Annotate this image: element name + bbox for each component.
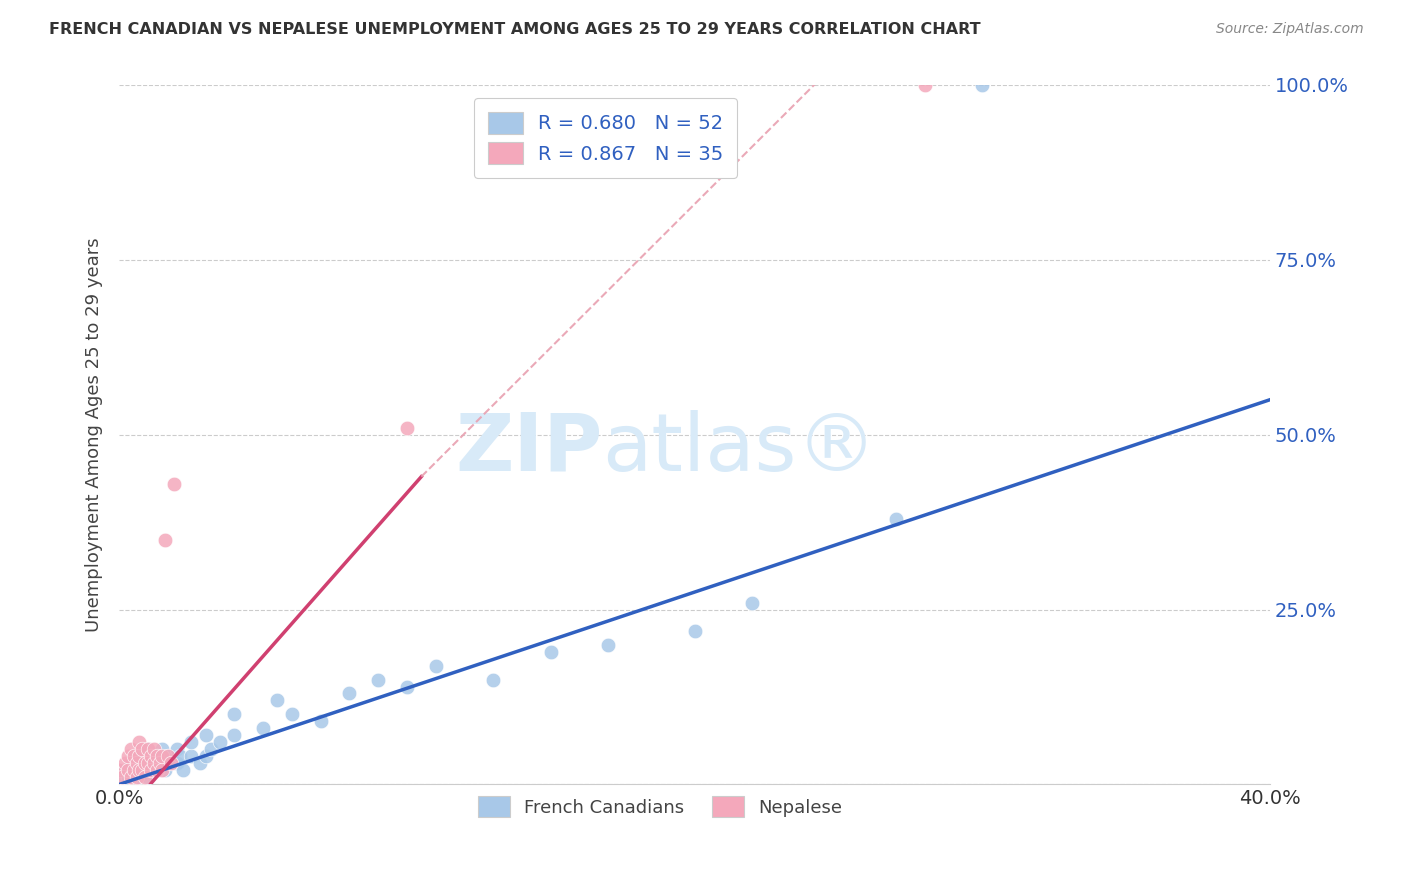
Point — [339, 686, 361, 700]
Point — [136, 764, 159, 778]
Text: atlas®: atlas® — [603, 409, 877, 488]
Point — [136, 771, 159, 785]
Point — [914, 78, 936, 92]
Point — [266, 693, 288, 707]
Point — [148, 764, 170, 778]
Point — [148, 756, 170, 771]
Point — [142, 764, 165, 778]
Point — [142, 742, 165, 756]
Point — [128, 771, 150, 785]
Point — [134, 756, 156, 771]
Text: Source: ZipAtlas.com: Source: ZipAtlas.com — [1216, 22, 1364, 37]
Point — [425, 658, 447, 673]
Point — [136, 756, 159, 771]
Y-axis label: Unemployment Among Ages 25 to 29 years: Unemployment Among Ages 25 to 29 years — [86, 237, 103, 632]
Point — [540, 644, 562, 658]
Legend: French Canadians, Nepalese: French Canadians, Nepalese — [471, 789, 849, 824]
Point — [139, 764, 162, 778]
Point — [111, 771, 134, 785]
Point — [166, 742, 188, 756]
Point — [152, 764, 174, 778]
Point — [134, 771, 156, 785]
Point — [145, 749, 167, 764]
Point — [180, 735, 202, 749]
Point — [134, 764, 156, 778]
Point — [128, 735, 150, 749]
Point — [122, 764, 145, 778]
Point — [281, 707, 304, 722]
Point — [172, 764, 194, 778]
Point — [117, 764, 139, 778]
Point — [108, 764, 131, 778]
Point — [136, 742, 159, 756]
Point — [741, 596, 763, 610]
Point — [117, 749, 139, 764]
Point — [252, 722, 274, 736]
Point — [160, 756, 183, 771]
Point — [125, 756, 148, 771]
Point — [122, 749, 145, 764]
Point — [169, 749, 191, 764]
Point — [194, 749, 217, 764]
Point — [120, 771, 142, 785]
Point — [114, 764, 136, 778]
Point — [125, 756, 148, 771]
Point — [208, 735, 231, 749]
Point — [224, 707, 246, 722]
Point — [180, 749, 202, 764]
Point — [131, 742, 153, 756]
Point — [136, 742, 159, 756]
Point — [155, 533, 177, 547]
Point — [131, 749, 153, 764]
Point — [683, 624, 706, 638]
Point — [367, 673, 389, 687]
Point — [598, 638, 620, 652]
Point — [395, 680, 418, 694]
Point — [972, 78, 994, 92]
Point — [145, 756, 167, 771]
Point — [157, 749, 180, 764]
Point — [157, 749, 180, 764]
Point — [120, 742, 142, 756]
Point — [142, 749, 165, 764]
Point — [142, 756, 165, 771]
Point — [160, 756, 183, 771]
Point — [163, 476, 186, 491]
Point — [152, 756, 174, 771]
Point — [122, 764, 145, 778]
Point — [152, 742, 174, 756]
Point — [136, 756, 159, 771]
Point — [152, 749, 174, 764]
Point — [155, 764, 177, 778]
Point — [188, 756, 211, 771]
Point — [145, 764, 167, 778]
Point — [117, 771, 139, 785]
Point — [128, 749, 150, 764]
Point — [131, 764, 153, 778]
Point — [200, 742, 222, 756]
Point — [111, 771, 134, 785]
Point — [395, 420, 418, 434]
Point — [884, 511, 907, 525]
Text: FRENCH CANADIAN VS NEPALESE UNEMPLOYMENT AMONG AGES 25 TO 29 YEARS CORRELATION C: FRENCH CANADIAN VS NEPALESE UNEMPLOYMENT… — [49, 22, 981, 37]
Point — [224, 729, 246, 743]
Point — [309, 714, 332, 729]
Point — [125, 771, 148, 785]
Point — [166, 756, 188, 771]
Point — [194, 729, 217, 743]
Point — [482, 673, 505, 687]
Point — [122, 749, 145, 764]
Text: ZIP: ZIP — [456, 409, 603, 488]
Point — [139, 749, 162, 764]
Point — [128, 764, 150, 778]
Point — [114, 756, 136, 771]
Point — [120, 756, 142, 771]
Point — [131, 764, 153, 778]
